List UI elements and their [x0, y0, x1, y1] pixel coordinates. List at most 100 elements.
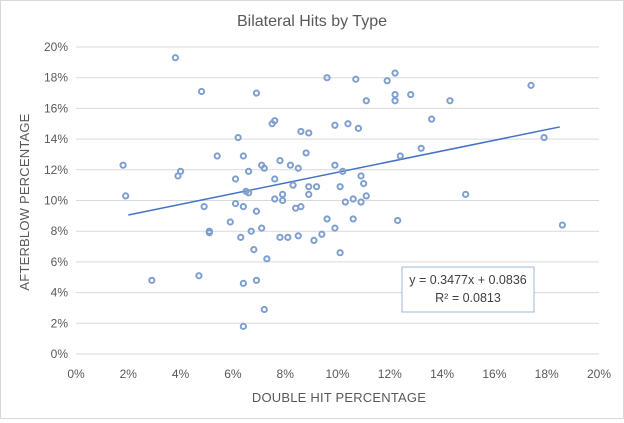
x-tick-label: 20%	[587, 367, 611, 381]
data-point	[271, 117, 279, 125]
data-point	[391, 97, 399, 105]
data-point	[213, 152, 221, 160]
data-point	[171, 54, 179, 62]
y-tick-label: 20%	[44, 40, 68, 54]
gridlines	[76, 46, 599, 355]
data-point	[239, 279, 247, 287]
y-tick-label: 10%	[44, 194, 68, 208]
data-point	[297, 203, 305, 211]
data-point	[331, 161, 339, 169]
data-point	[239, 203, 247, 211]
trendline-r-squared: R² = 0.0813	[435, 291, 501, 305]
data-point	[339, 167, 347, 175]
data-point	[252, 207, 261, 215]
y-tick-label: 4%	[51, 286, 69, 300]
trendline-equation-box: y = 0.3477x + 0.0836 R² = 0.0813	[401, 266, 535, 313]
data-point	[239, 322, 247, 330]
data-point	[252, 276, 261, 284]
data-point	[263, 255, 271, 263]
x-tick-label: 12%	[378, 367, 402, 381]
data-point	[271, 195, 279, 203]
data-point	[278, 190, 287, 198]
data-point	[305, 183, 313, 191]
y-tick-label: 8%	[51, 224, 69, 238]
trendline	[128, 126, 560, 216]
data-point	[344, 120, 352, 128]
data-point	[148, 276, 156, 284]
x-tick-label: 4%	[172, 367, 190, 381]
data-point	[297, 127, 305, 136]
data-point	[305, 190, 313, 198]
data-point	[349, 195, 357, 203]
data-point	[239, 152, 247, 160]
data-point	[244, 167, 253, 175]
data-point	[318, 230, 326, 238]
data-point	[331, 121, 339, 129]
trendline-equation: y = 0.3477x + 0.0836	[409, 273, 527, 287]
data-point	[276, 233, 284, 241]
data-point	[250, 246, 258, 254]
data-point	[428, 115, 436, 123]
data-point	[294, 232, 302, 240]
data-point	[323, 74, 331, 82]
y-axis-title: AFTERBLOW PERCENTAGE	[17, 113, 32, 290]
x-tick-label: 0%	[67, 367, 85, 381]
x-tick-label: 8%	[277, 367, 295, 381]
data-point	[558, 221, 566, 229]
data-point	[289, 181, 297, 189]
data-point	[391, 69, 399, 77]
data-point	[294, 164, 302, 172]
data-point	[323, 215, 331, 223]
data-point	[197, 87, 206, 96]
data-point	[540, 133, 548, 142]
data-point	[234, 133, 242, 142]
data-point	[341, 198, 349, 206]
data-point	[286, 161, 295, 169]
y-tick-label: 6%	[51, 255, 69, 269]
y-tick-labels: 0% 2% 4% 6% 8% 10% 12% 14% 16% 18% 20%	[44, 40, 68, 361]
x-tick-label: 14%	[430, 367, 454, 381]
data-point	[226, 218, 234, 226]
data-point	[362, 192, 370, 200]
data-point	[302, 149, 310, 157]
y-tick-label: 16%	[44, 101, 68, 115]
equation-box-border	[401, 266, 535, 313]
data-point	[200, 203, 208, 211]
data-point	[396, 152, 404, 160]
data-point	[383, 77, 391, 85]
data-point	[260, 164, 268, 172]
data-point	[258, 224, 266, 232]
data-point	[284, 233, 292, 241]
y-tick-label: 14%	[44, 132, 68, 146]
data-point	[231, 199, 240, 208]
data-point	[312, 183, 321, 191]
data-point	[205, 229, 213, 237]
data-point	[336, 249, 344, 257]
data-point	[195, 272, 203, 280]
data-point	[122, 192, 130, 200]
data-point	[362, 97, 370, 105]
data-point	[360, 180, 368, 188]
x-axis-title: DOUBLE HIT PERCENTAGE	[252, 390, 426, 405]
data-point	[331, 224, 339, 232]
data-point	[260, 305, 268, 314]
data-point	[271, 175, 279, 183]
y-tick-label: 0%	[51, 347, 69, 361]
data-point	[247, 227, 255, 235]
data-point	[276, 156, 284, 165]
x-tick-labels: 0% 2% 4% 6% 8% 10% 12% 14% 16% 18% 20%	[67, 367, 611, 381]
data-point	[354, 124, 363, 132]
x-tick-label: 16%	[482, 367, 506, 381]
x-tick-label: 10%	[325, 367, 349, 381]
data-point	[252, 89, 261, 97]
data-point	[352, 75, 360, 83]
x-tick-label: 6%	[224, 367, 242, 381]
data-point	[177, 167, 185, 175]
chart-title: Bilateral Hits by Type	[237, 13, 387, 30]
y-tick-label: 18%	[44, 71, 68, 85]
data-point	[357, 172, 365, 180]
data-point	[244, 189, 253, 197]
data-point	[527, 81, 535, 89]
